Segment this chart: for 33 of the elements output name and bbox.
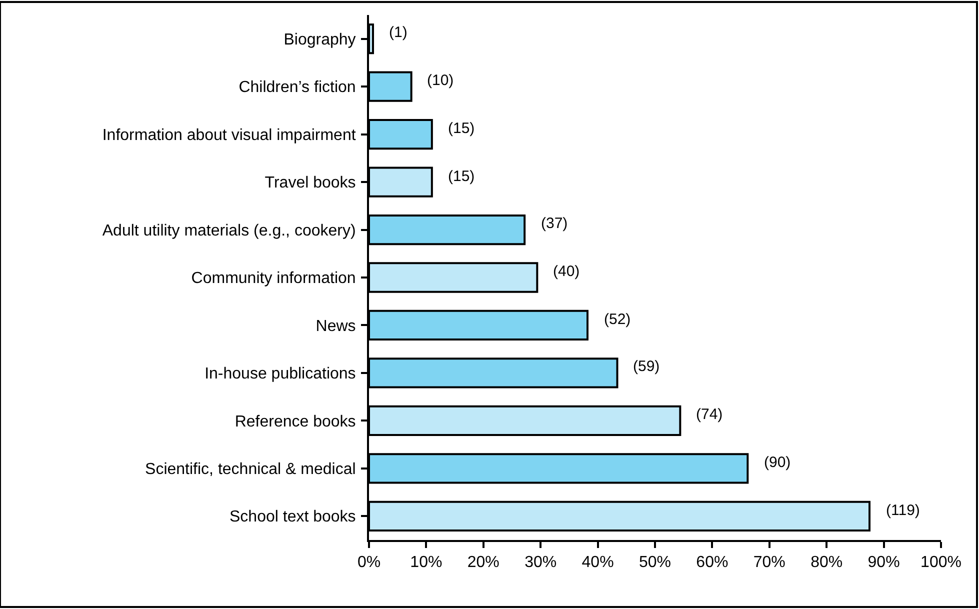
annotation: (59) <box>633 358 660 375</box>
y-tick-label: Children’s fiction <box>238 79 356 96</box>
y-tick-label: Information about visual impairment <box>102 126 356 144</box>
x-tick-label: 80% <box>810 554 843 572</box>
annotation: (40) <box>553 263 580 280</box>
y-tick-label: Biography <box>284 31 356 48</box>
y-tick-label: News <box>316 318 356 335</box>
x-tick-label: 90% <box>868 554 900 572</box>
annotation: (90) <box>764 454 791 471</box>
x-tick-label: 30% <box>524 554 557 572</box>
annotation: (15) <box>448 120 475 137</box>
annotation: (15) <box>448 168 475 185</box>
y-tick-label: In-house publications <box>204 366 356 383</box>
annotation: (37) <box>541 215 568 232</box>
y-tick-label: Reference books <box>234 413 356 430</box>
x-tick-label: 10% <box>410 554 442 572</box>
annotation: (1) <box>389 24 408 41</box>
y-tick-label: Travel books <box>264 174 356 192</box>
y-tick-label: Scientific, technical & medical <box>145 461 356 478</box>
annotation: (119) <box>886 502 920 519</box>
annotation: (74) <box>696 406 723 423</box>
annotation: (10) <box>427 72 454 89</box>
annotation: (52) <box>604 311 631 328</box>
y-tick-label: Community information <box>191 270 356 288</box>
y-tick-label: Adult utility materials (e.g., cookery) <box>102 222 356 240</box>
x-tick-label: 0% <box>357 554 381 572</box>
x-tick-label: 40% <box>582 554 614 572</box>
x-tick-label: 50% <box>638 554 672 572</box>
x-tick-label: 20% <box>467 554 500 572</box>
x-tick-label: 60% <box>696 554 728 572</box>
x-tick-label: 100% <box>920 554 962 572</box>
y-tick-label: School text books <box>230 508 356 526</box>
x-tick-label: 70% <box>753 554 786 572</box>
